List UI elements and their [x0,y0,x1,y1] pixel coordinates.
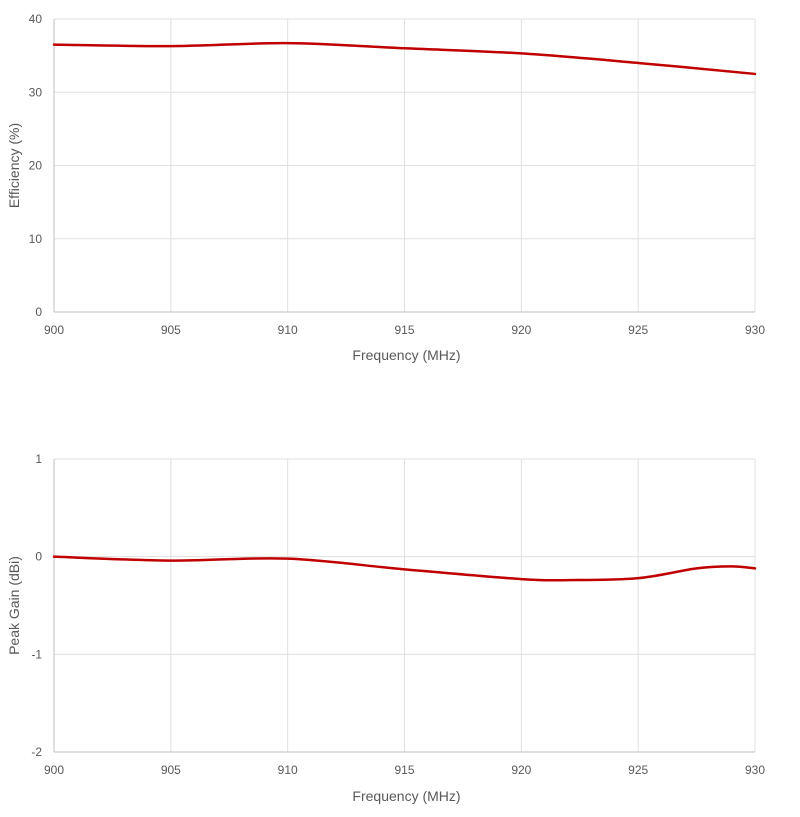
efficiency-chart: 0 10 20 30 40 900 905 910 915 920 925 930 Frequency … [6,12,765,363]
x-tick-label: 900 [44,323,64,337]
y-tick-label: 20 [29,159,43,173]
y-tick-label: 30 [29,85,43,99]
y-tick-label: -2 [31,745,42,759]
x-tick-label: 925 [628,763,648,777]
x-tick-label: 915 [394,323,414,337]
x-tick-label: 920 [511,763,531,777]
peak-gain-chart: -2 -1 0 1 900 905 910 915 920 925 930 Frequency (MH… [6,452,765,804]
series-line [52,41,757,76]
x-tick-label: 910 [278,763,298,777]
x-tick-label: 920 [511,323,531,337]
x-tick-label: 905 [161,763,181,777]
x-axis-title: Frequency (MHz) [352,788,460,804]
x-tick-label: 930 [745,763,765,777]
y-tick-label: 10 [29,232,43,246]
y-axis-title: Efficiency (%) [6,123,22,208]
x-tick-label: 900 [44,763,64,777]
y-tick-label: 1 [35,452,42,466]
x-tick-label: 915 [394,763,414,777]
y-tick-label: 0 [35,550,42,564]
series-line [52,555,757,582]
y-axis-title: Peak Gain (dBi) [6,556,22,655]
x-tick-label: 905 [161,323,181,337]
y-tick-label: 40 [29,12,43,26]
y-tick-label: -1 [31,647,42,661]
x-tick-label: 930 [745,323,765,337]
x-tick-label: 910 [278,323,298,337]
y-tick-label: 0 [35,305,42,319]
x-axis-title: Frequency (MHz) [352,347,460,363]
x-tick-label: 925 [628,323,648,337]
